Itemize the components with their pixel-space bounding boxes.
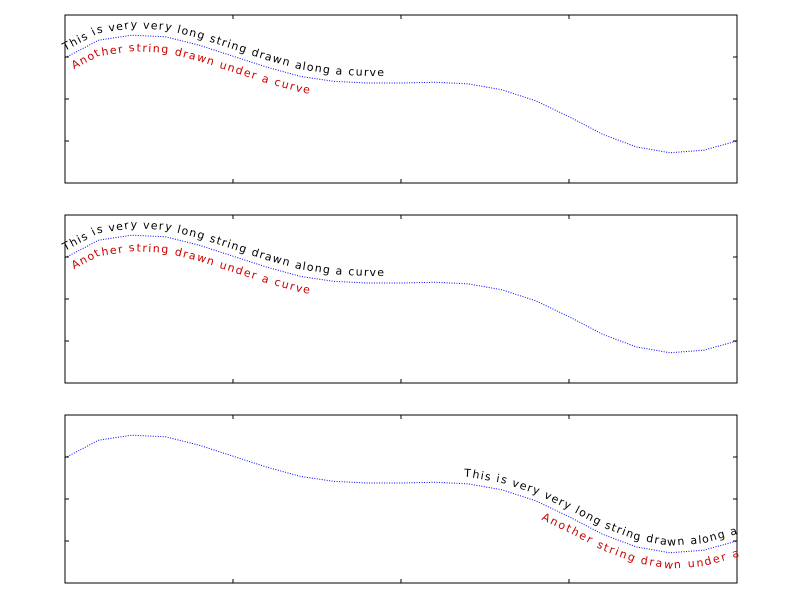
axes: This is very very long string drawn alon… bbox=[0, 0, 740, 584]
axes: This is very very long string drawn alon… bbox=[59, 14, 738, 184]
curve-text: Another string drawn under a curve bbox=[69, 241, 311, 297]
curve-text: Another string drawn under a curve bbox=[0, 0, 740, 572]
axes: This is very very long string drawn alon… bbox=[59, 214, 738, 384]
curve-text-path: Another string drawn under a curve bbox=[0, 0, 740, 572]
curve-text-path: Another string drawn under a curve bbox=[69, 241, 311, 297]
curve bbox=[64, 234, 738, 354]
curve-text-path: Another string drawn under a curve bbox=[69, 41, 311, 97]
axes-frame bbox=[64, 14, 738, 184]
curve-text: Another string drawn under a curve bbox=[69, 41, 311, 97]
curve bbox=[64, 434, 738, 554]
curve bbox=[64, 34, 738, 154]
axes-frame bbox=[64, 214, 738, 384]
